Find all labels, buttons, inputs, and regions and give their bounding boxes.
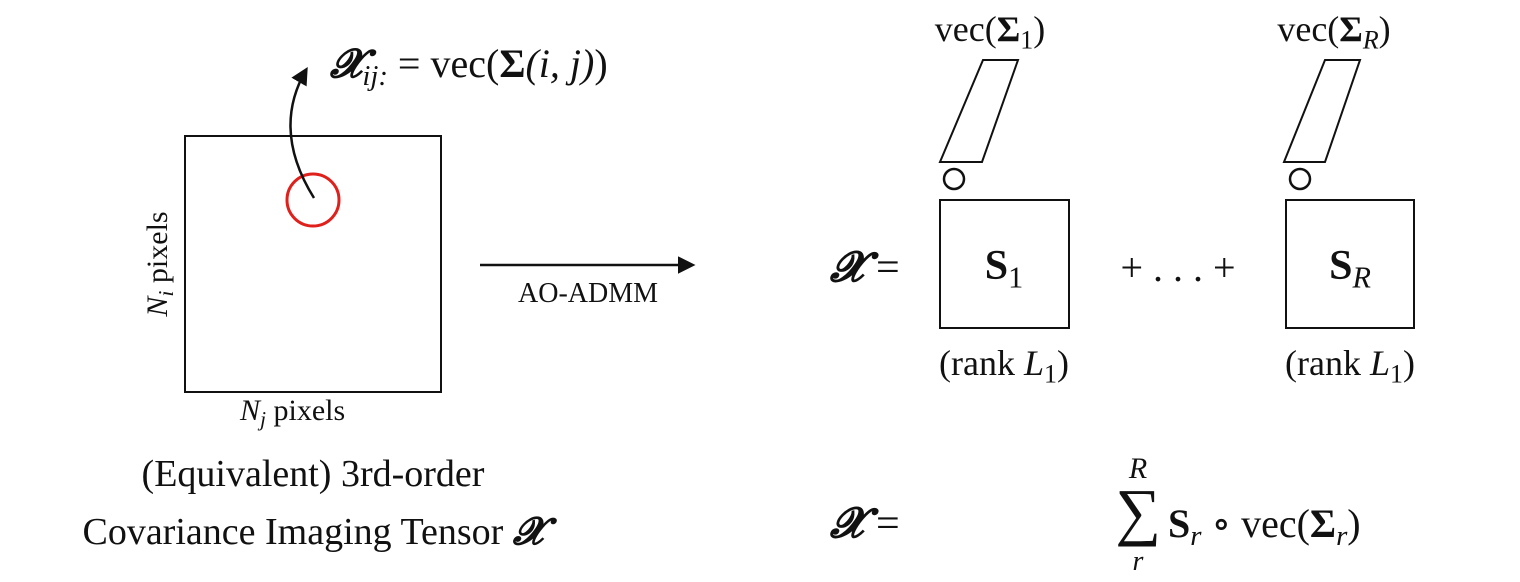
rank-suffix: ) xyxy=(1056,343,1069,383)
vec-sub: R xyxy=(1362,25,1379,55)
pixel-formula: 𝓧ij: = vec(Σ(i, j)) xyxy=(330,40,608,90)
plus-ellipsis: + . . . + xyxy=(1120,245,1236,290)
sum-term: Sr ∘ vec(Σr) xyxy=(1168,500,1361,550)
outer-product-circle-R xyxy=(1288,167,1312,191)
vec-sigma-1-label: vec(Σ1) xyxy=(934,8,1046,53)
s1-block xyxy=(939,199,1070,329)
y-axis-var: N xyxy=(141,296,174,317)
rank-var: L xyxy=(1023,343,1045,383)
sigma-sub: r xyxy=(1336,520,1348,553)
s-symbol: S xyxy=(1329,243,1353,289)
equals-sign: = xyxy=(875,245,900,291)
rank-suffix: ) xyxy=(1402,343,1415,383)
y-axis-unit: pixels xyxy=(141,211,174,291)
rank-var: L xyxy=(1369,343,1391,383)
s-symbol: S xyxy=(1168,501,1191,546)
y-axis-sub: i xyxy=(154,290,179,297)
rank-sub: 1 xyxy=(1044,359,1057,389)
sum-lower: r xyxy=(1132,546,1144,577)
sum-upper: R xyxy=(1128,452,1148,485)
sum-upper-limit: R xyxy=(1129,452,1147,486)
decomposition-lhs: 𝓧 = xyxy=(830,244,900,292)
vec-sigma-R-label: vec(ΣR) xyxy=(1277,8,1391,53)
vec-sigma-R-bar xyxy=(1282,59,1362,163)
ao-admm-label: AO-ADMM xyxy=(518,278,658,309)
vec-prefix: vec( xyxy=(1277,9,1340,49)
sigma-args: (i, j) xyxy=(525,41,595,86)
vec-sigma-1-bar xyxy=(938,59,1020,163)
sR-block xyxy=(1285,199,1415,329)
sigma-symbol: Σ xyxy=(1339,9,1363,49)
formula-rhs-prefix: = vec( xyxy=(387,41,500,86)
caption-text: Covariance Imaging Tensor xyxy=(82,511,513,553)
sum-lhs: 𝓧 = xyxy=(830,500,900,548)
caption-line-2: Covariance Imaging Tensor 𝓧 xyxy=(82,510,543,554)
pixel-to-formula-arrow xyxy=(289,66,316,199)
sR-label: SR xyxy=(1329,242,1371,293)
vec-suffix: ) xyxy=(1033,9,1046,49)
sigma-symbol: Σ xyxy=(499,41,526,86)
s-sub: R xyxy=(1352,260,1371,295)
rank-sub: 1 xyxy=(1390,359,1403,389)
x-axis-unit: pixels xyxy=(266,394,346,427)
s-symbol: S xyxy=(984,243,1009,289)
sigma-symbol: Σ xyxy=(1309,501,1337,546)
sigma-symbol: Σ xyxy=(996,9,1021,49)
x-axis-sub: j xyxy=(260,407,267,432)
sum-sign: ∑ xyxy=(1115,476,1161,547)
s-sub: 1 xyxy=(1008,260,1024,295)
caption-tensor-symbol: 𝓧 xyxy=(512,511,544,553)
tensor-index: ij: xyxy=(362,60,388,93)
outer-product-circle-1 xyxy=(942,167,966,191)
vec-suffix: ) xyxy=(1378,9,1391,49)
formula-rhs-suffix: ) xyxy=(594,41,608,86)
outer-product-vec: ∘ vec( xyxy=(1201,501,1310,546)
tensor-symbol: 𝓧 xyxy=(830,245,864,291)
sum-lower-limit: r xyxy=(1133,546,1144,578)
vec-sub: 1 xyxy=(1020,25,1034,55)
caption-line-1: (Equivalent) 3rd-order xyxy=(141,453,485,495)
rank-prefix: (rank xyxy=(1285,343,1370,383)
vec-prefix: vec( xyxy=(934,9,997,49)
y-axis-label: Ni pixels xyxy=(141,211,179,317)
x-axis-label: Nj pixels xyxy=(240,394,346,432)
equals-sign: = xyxy=(875,501,900,547)
tensor-symbol: 𝓧 xyxy=(830,501,864,547)
x-axis-var: N xyxy=(240,394,261,427)
pixel-highlight-circle xyxy=(285,172,341,228)
s1-label: S1 xyxy=(984,242,1023,293)
rank-label-1: (rank L1) xyxy=(939,342,1069,387)
image-grid-square xyxy=(184,135,442,393)
term-suffix: ) xyxy=(1347,501,1361,546)
s-sub: r xyxy=(1190,520,1202,553)
rank-label-R: (rank L1) xyxy=(1285,342,1415,387)
tensor-symbol: 𝓧 xyxy=(330,41,363,86)
rank-prefix: (rank xyxy=(939,343,1024,383)
